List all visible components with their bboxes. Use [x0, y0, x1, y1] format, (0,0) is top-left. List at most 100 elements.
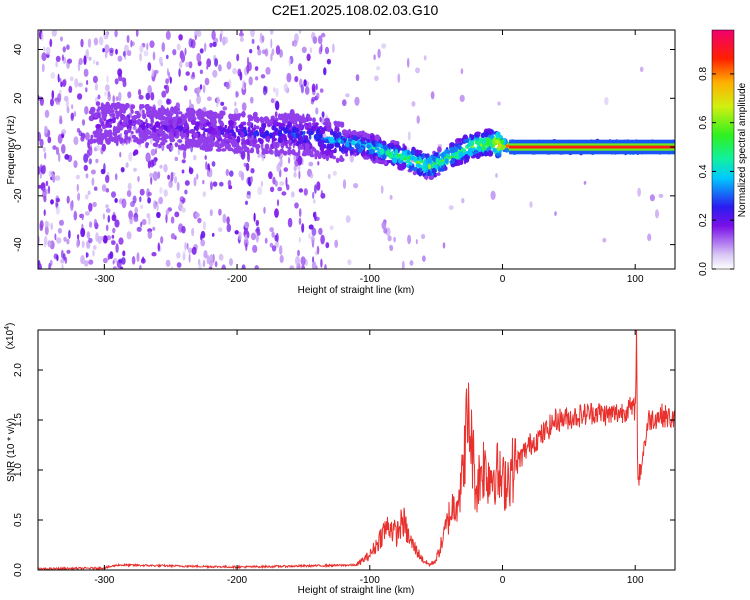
heatmap-cell [200, 239, 206, 247]
heatmap-cell [188, 38, 193, 48]
heatmap-cell [247, 114, 253, 119]
spectrogram-cells [38, 30, 675, 269]
heatmap-cell [164, 112, 169, 116]
heatmap-cell [73, 136, 79, 146]
heatmap-cell [50, 98, 54, 107]
heatmap-cell [85, 194, 89, 200]
heatmap-cell [216, 96, 220, 105]
x-tick-label: -100 [360, 274, 380, 285]
heatmap-cell [240, 150, 246, 160]
heatmap-cell [287, 217, 293, 228]
heatmap-cell [101, 143, 107, 152]
heatmap-cell [276, 163, 281, 172]
heatmap-cell [239, 131, 245, 138]
heatmap-cell [301, 46, 307, 53]
heatmap-cell [246, 190, 251, 196]
heatmap-cell [147, 123, 153, 127]
heatmap-cell [165, 30, 171, 40]
heatmap-cell [237, 116, 240, 121]
heatmap-cell [376, 66, 381, 71]
heatmap-cell [175, 128, 180, 135]
heatmap-cell [658, 193, 664, 198]
colorbar: 0.0 0.2 0.4 0.6 0.8 Normalized spectral ampl… [698, 29, 748, 276]
heatmap-cell [270, 38, 273, 49]
heatmap-cell [101, 124, 107, 130]
heatmap-cell [90, 134, 94, 139]
heatmap-cell [461, 148, 466, 152]
heatmap-cell [239, 36, 244, 42]
heatmap-cell [192, 132, 199, 139]
heatmap-cell [321, 127, 324, 131]
heatmap-cell [197, 217, 202, 224]
y-tick-label: -40 [13, 237, 24, 252]
heatmap-cell [113, 128, 119, 134]
heatmap-cell [325, 154, 330, 162]
heatmap-cell [220, 101, 225, 106]
heatmap-cell [303, 188, 308, 196]
heatmap-cell [39, 220, 44, 229]
heatmap-cell [495, 139, 500, 144]
heatmap-cell [604, 96, 609, 106]
heatmap-cell [88, 202, 93, 212]
heatmap-cell [378, 144, 382, 148]
heatmap-cell [61, 129, 67, 135]
heatmap-cell [159, 164, 163, 169]
heatmap-cell [293, 171, 297, 178]
heatmap-cell [146, 42, 149, 51]
heatmap-cell [343, 147, 349, 154]
heatmap-cell [98, 128, 103, 133]
heatmap-cell [324, 117, 330, 123]
heatmap-cell [84, 211, 90, 216]
heatmap-cell [297, 155, 303, 166]
heatmap-cell [342, 179, 347, 190]
heatmap-cell [315, 251, 318, 256]
heatmap-cell [89, 221, 93, 228]
heatmap-cell [655, 209, 659, 219]
x-tick-label: -300 [94, 575, 114, 586]
heatmap-cell [250, 232, 257, 241]
heatmap-cell [297, 165, 301, 171]
heatmap-cell [95, 232, 99, 242]
heatmap-cell [211, 232, 215, 237]
heatmap-cell [324, 149, 330, 155]
heatmap-cell [55, 61, 58, 68]
heatmap-cell [180, 53, 186, 63]
heatmap-cell [138, 131, 143, 137]
heatmap-cell [165, 213, 168, 224]
heatmap-cell [132, 116, 137, 121]
heatmap-cell [423, 55, 427, 61]
heatmap-cell [197, 138, 200, 145]
heatmap-cell [349, 153, 354, 163]
heatmap-cell [61, 144, 66, 154]
heatmap-cell [95, 158, 99, 164]
heatmap-cell [61, 54, 64, 61]
heatmap-cell [105, 204, 109, 209]
heatmap-cell [492, 147, 497, 153]
heatmap-cell [495, 132, 498, 140]
heatmap-cell [369, 153, 373, 160]
heatmap-cell [181, 207, 186, 213]
heatmap-cell [298, 236, 301, 243]
heatmap-cell [312, 36, 318, 44]
heatmap-cell [167, 174, 171, 180]
heatmap-cell [315, 83, 318, 91]
heatmap-cell [257, 186, 263, 195]
heatmap-cell [97, 112, 101, 119]
heatmap-cell [63, 95, 69, 102]
heatmap-cell [319, 116, 322, 123]
heatmap-cell [308, 143, 313, 150]
heatmap-cell [260, 74, 266, 79]
heatmap-cell [435, 157, 439, 164]
heatmap-cell [490, 190, 496, 200]
heatmap-cell [321, 151, 326, 155]
heatmap-cell [123, 44, 129, 53]
heatmap-cell [275, 45, 281, 55]
heatmap-cell [320, 148, 325, 152]
heatmap-cell [379, 159, 385, 165]
heatmap-cell [347, 259, 352, 266]
heatmap-cell [147, 62, 152, 72]
heatmap-cell [457, 144, 462, 150]
heatmap-cell [281, 126, 285, 131]
heatmap-cell [134, 149, 139, 156]
heatmap-cell [269, 132, 273, 138]
